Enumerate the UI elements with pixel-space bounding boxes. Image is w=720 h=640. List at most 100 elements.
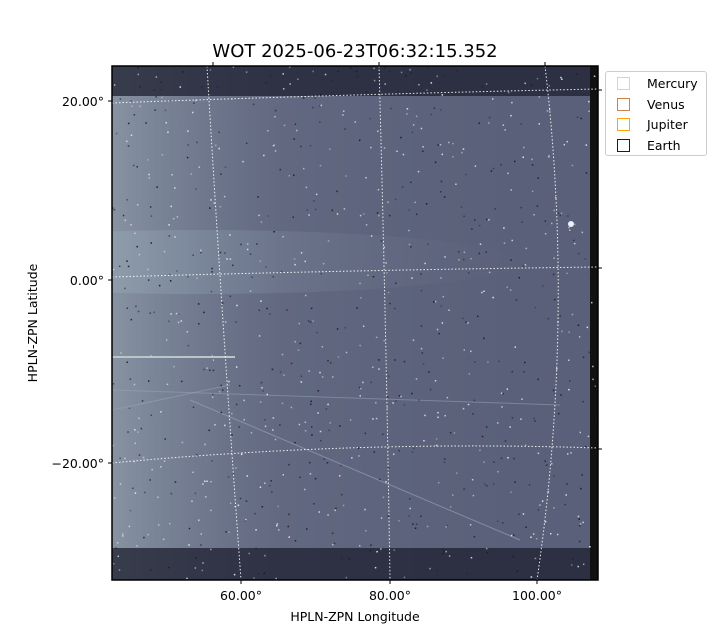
noise-pixel [211, 271, 213, 273]
noise-pixel [365, 224, 368, 226]
noise-pixel [515, 299, 518, 301]
noise-pixel [571, 164, 574, 167]
noise-pixel [463, 488, 465, 490]
noise-pixel [358, 386, 361, 389]
noise-pixel [178, 313, 181, 315]
noise-pixel [333, 542, 336, 545]
noise-pixel [275, 524, 278, 527]
noise-pixel [570, 564, 573, 566]
noise-pixel [569, 380, 571, 382]
noise-pixel [504, 440, 507, 442]
noise-pixel [440, 305, 442, 307]
noise-pixel [160, 88, 163, 91]
noise-pixel [503, 227, 505, 229]
noise-pixel [553, 475, 555, 478]
noise-pixel [331, 209, 334, 212]
noise-pixel [148, 177, 151, 179]
noise-pixel [588, 351, 590, 354]
noise-pixel [213, 202, 215, 204]
noise-pixel [272, 429, 274, 431]
noise-pixel [345, 351, 348, 354]
noise-pixel [560, 212, 563, 215]
noise-pixel [267, 215, 270, 217]
noise-pixel [168, 224, 170, 226]
noise-pixel [452, 142, 454, 145]
noise-pixel [235, 366, 238, 368]
legend-label: Jupiter [647, 116, 688, 132]
noise-pixel [329, 422, 332, 424]
noise-pixel [356, 307, 358, 309]
noise-pixel [239, 497, 242, 500]
noise-pixel [126, 140, 128, 143]
noise-pixel [474, 165, 477, 167]
noise-pixel [290, 406, 293, 409]
noise-pixel [224, 166, 227, 168]
noise-pixel [409, 498, 411, 500]
noise-pixel [420, 347, 423, 350]
noise-pixel [128, 407, 131, 410]
legend-label: Mercury [647, 75, 698, 91]
noise-pixel [174, 481, 177, 483]
noise-pixel [134, 492, 137, 494]
noise-pixel [510, 114, 512, 117]
noise-pixel [408, 515, 411, 517]
noise-pixel [195, 188, 197, 190]
noise-pixel [136, 203, 139, 206]
noise-pixel [449, 506, 452, 508]
noise-pixel [463, 215, 465, 218]
noise-pixel [444, 256, 446, 258]
noise-pixel [246, 248, 249, 251]
noise-pixel [513, 457, 515, 460]
noise-pixel [218, 147, 220, 150]
noise-pixel [433, 107, 436, 109]
noise-pixel [414, 527, 417, 529]
noise-pixel [255, 547, 257, 550]
noise-pixel [245, 518, 247, 521]
grid-lon-60 [206, 66, 242, 580]
noise-pixel [170, 205, 173, 208]
noise-pixel [486, 218, 488, 221]
noise-pixel [372, 418, 374, 420]
noise-pixel [278, 529, 280, 531]
noise-pixel [261, 506, 264, 508]
noise-pixel [355, 70, 358, 73]
noise-pixel [412, 339, 415, 341]
noise-pixel [470, 350, 472, 353]
noise-pixel [359, 387, 362, 390]
noise-pixel [186, 331, 189, 333]
noise-pixel [547, 317, 550, 320]
noise-pixel [409, 68, 411, 71]
venus-swatch [617, 97, 630, 111]
noise-pixel [319, 93, 322, 96]
noise-pixel [211, 396, 214, 398]
noise-pixel [275, 577, 277, 580]
noise-pixel [150, 355, 152, 357]
noise-pixel [440, 180, 443, 183]
bright-star [568, 221, 574, 227]
noise-pixel [464, 173, 467, 176]
noise-pixel [169, 280, 172, 282]
noise-pixel [154, 109, 156, 111]
noise-pixel [323, 458, 325, 461]
noise-pixel [581, 474, 583, 476]
noise-pixel [510, 491, 512, 493]
noise-pixel [544, 220, 547, 222]
noise-pixel [571, 558, 574, 560]
noise-pixel [383, 246, 386, 249]
noise-pixel [500, 392, 503, 394]
noise-pixel [149, 312, 151, 314]
noise-pixel [192, 254, 194, 256]
noise-pixel [133, 383, 136, 386]
noise-pixel [584, 446, 587, 448]
noise-pixel [168, 522, 171, 525]
noise-pixel [266, 393, 268, 396]
noise-pixel [398, 395, 401, 397]
noise-pixel [260, 221, 263, 223]
noise-pixel [153, 311, 156, 314]
noise-pixel [122, 533, 124, 535]
noise-pixel [580, 487, 582, 490]
noise-pixel [437, 481, 440, 484]
noise-pixel [119, 457, 121, 460]
noise-pixel [155, 96, 157, 98]
noise-pixel [299, 342, 302, 345]
